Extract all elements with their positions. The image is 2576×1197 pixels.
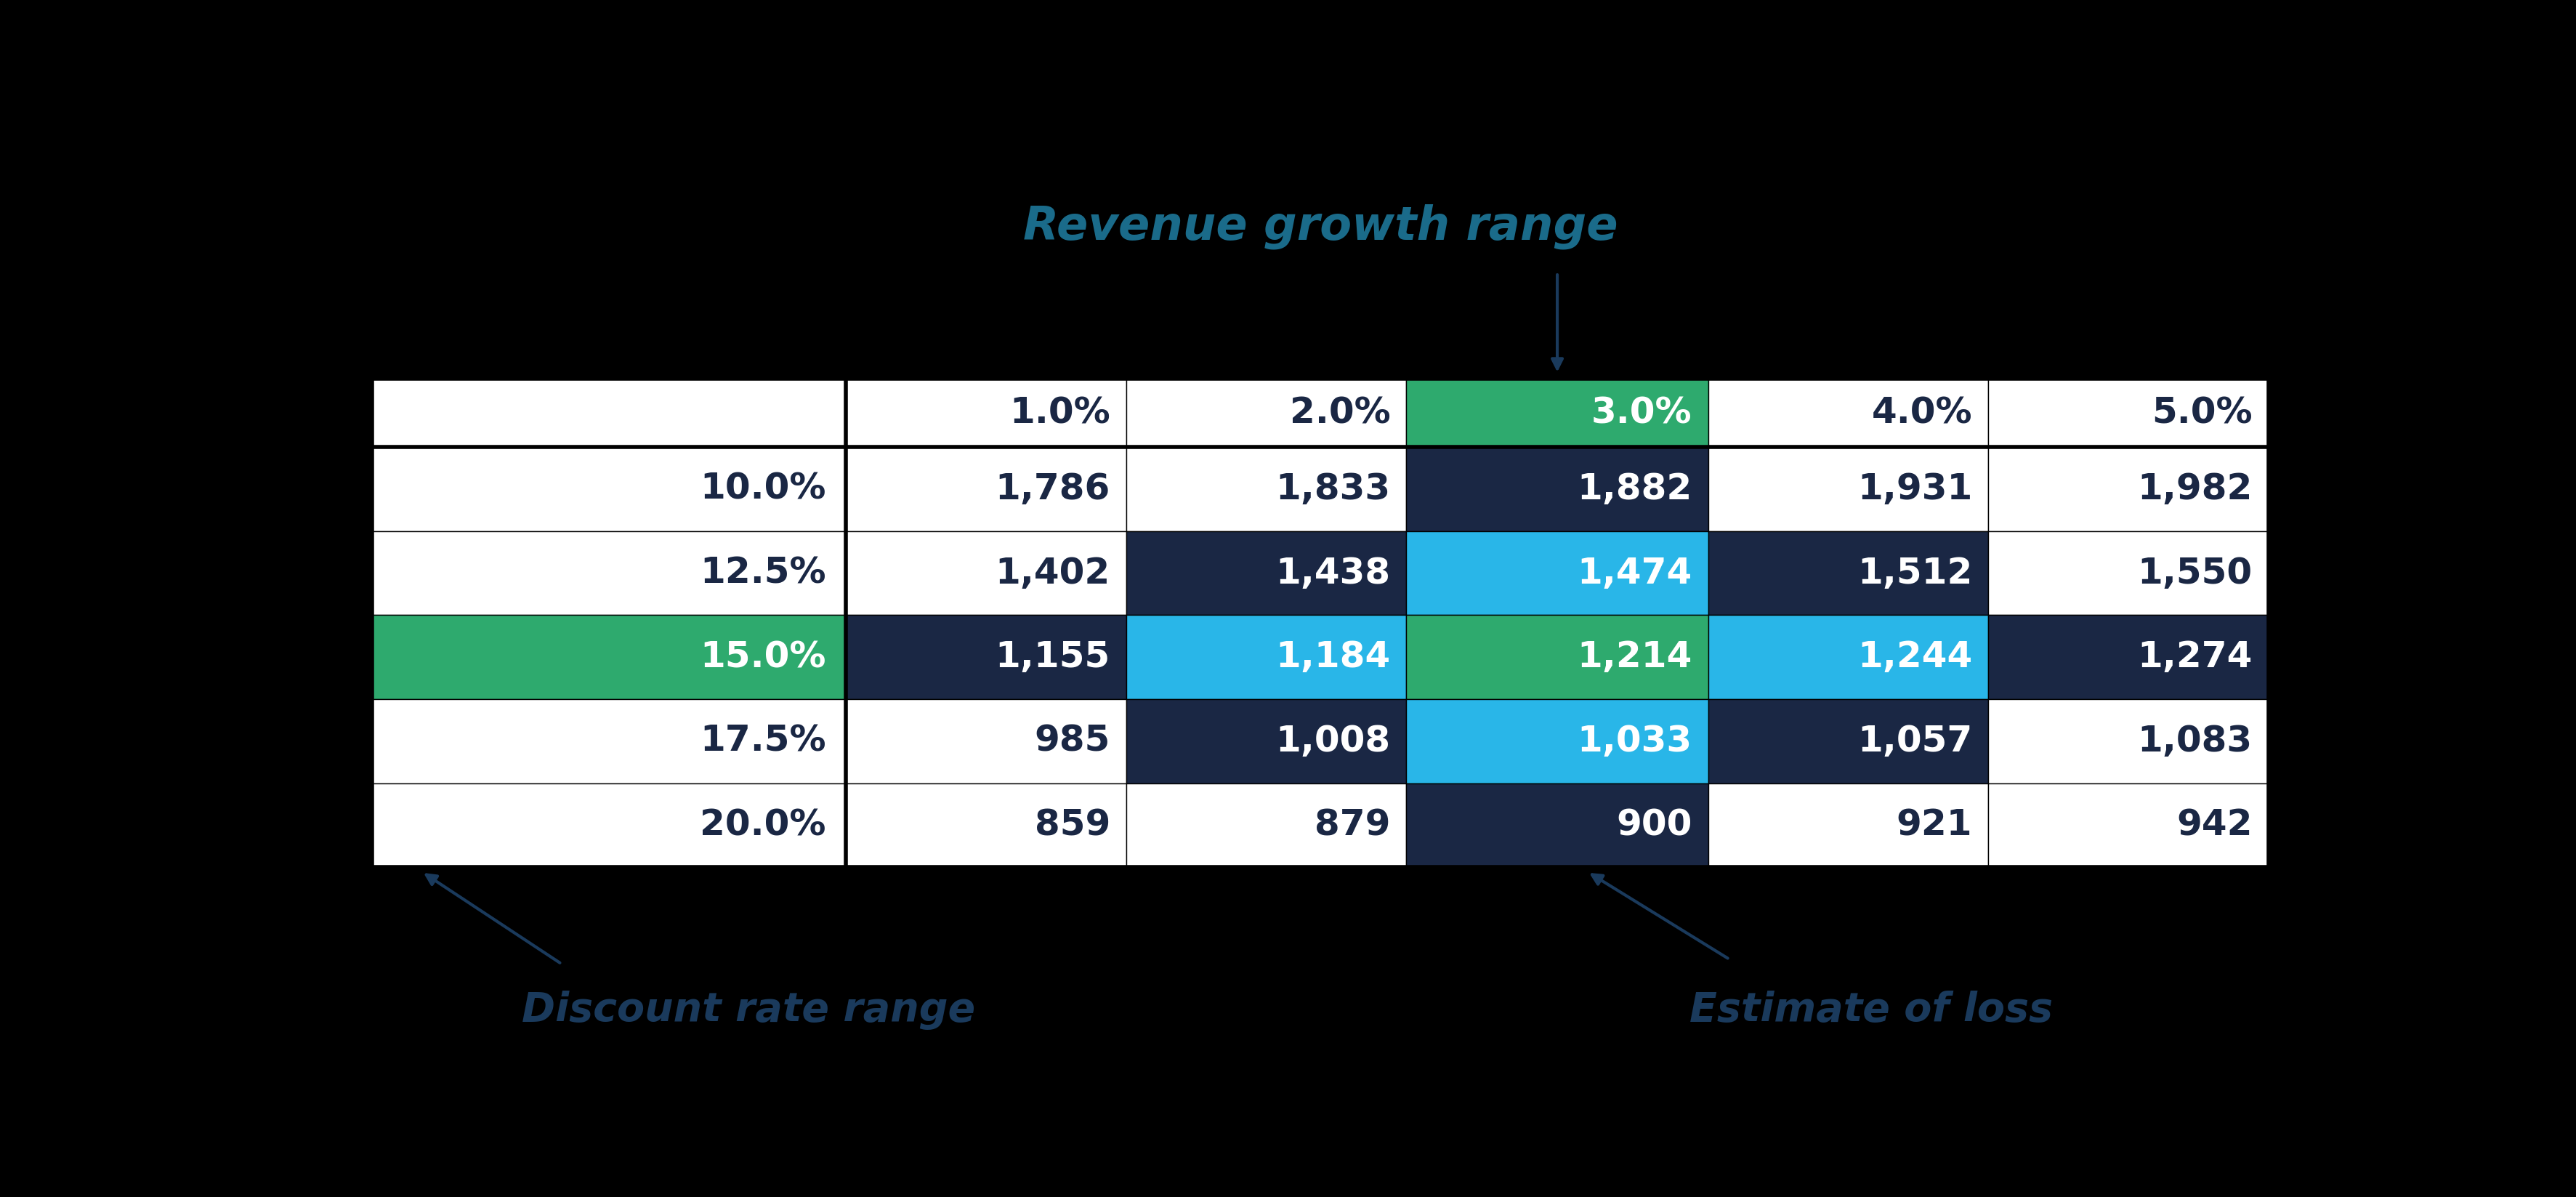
- Text: 1,512: 1,512: [1857, 555, 1973, 590]
- Bar: [845, 531, 1126, 615]
- Text: 1,083: 1,083: [2138, 724, 2251, 759]
- Text: 921: 921: [1896, 808, 1973, 843]
- Bar: [1126, 783, 1406, 867]
- Bar: [1708, 378, 1989, 446]
- Bar: [371, 783, 845, 867]
- Bar: [371, 378, 845, 446]
- Bar: [845, 378, 1126, 446]
- Text: 1,057: 1,057: [1857, 724, 1973, 759]
- Text: 879: 879: [1314, 808, 1391, 843]
- Text: 3.0%: 3.0%: [1592, 395, 1692, 430]
- Bar: [1708, 446, 1989, 531]
- Text: 4.0%: 4.0%: [1873, 395, 1973, 430]
- Bar: [1126, 446, 1406, 531]
- Text: 5.0%: 5.0%: [2151, 395, 2251, 430]
- Text: 1,833: 1,833: [1275, 472, 1391, 506]
- Text: 1,550: 1,550: [2138, 555, 2251, 590]
- Bar: [371, 699, 845, 783]
- Text: 1,402: 1,402: [994, 555, 1110, 590]
- Text: 1,786: 1,786: [994, 472, 1110, 506]
- Bar: [845, 615, 1126, 699]
- Bar: [1406, 446, 1708, 531]
- Bar: [1406, 615, 1708, 699]
- Bar: [1406, 378, 1708, 446]
- Bar: [1406, 783, 1708, 867]
- Text: 1,882: 1,882: [1577, 472, 1692, 506]
- Text: 15.0%: 15.0%: [701, 639, 827, 675]
- Bar: [845, 699, 1126, 783]
- Text: 900: 900: [1615, 808, 1692, 843]
- Bar: [371, 615, 845, 699]
- Bar: [1989, 615, 2269, 699]
- Text: 10.0%: 10.0%: [701, 472, 827, 506]
- Text: 1.0%: 1.0%: [1010, 395, 1110, 430]
- Bar: [1126, 615, 1406, 699]
- Bar: [1406, 699, 1708, 783]
- Text: Discount rate range: Discount rate range: [523, 990, 976, 1029]
- Text: 859: 859: [1036, 808, 1110, 843]
- Text: 1,214: 1,214: [1577, 639, 1692, 675]
- Text: 942: 942: [2177, 808, 2251, 843]
- Text: 1,244: 1,244: [1857, 639, 1973, 675]
- Bar: [1989, 446, 2269, 531]
- Bar: [1989, 378, 2269, 446]
- Text: 17.5%: 17.5%: [701, 724, 827, 759]
- Bar: [1708, 531, 1989, 615]
- Bar: [1989, 699, 2269, 783]
- Text: 20.0%: 20.0%: [701, 808, 827, 843]
- Text: 1,438: 1,438: [1275, 555, 1391, 590]
- Text: 1,274: 1,274: [2138, 639, 2251, 675]
- Bar: [1989, 531, 2269, 615]
- Bar: [1406, 531, 1708, 615]
- Bar: [371, 531, 845, 615]
- Text: 1,033: 1,033: [1577, 724, 1692, 759]
- Text: 1,008: 1,008: [1275, 724, 1391, 759]
- Bar: [1126, 378, 1406, 446]
- Bar: [1708, 783, 1989, 867]
- Text: 12.5%: 12.5%: [701, 555, 827, 590]
- Bar: [845, 783, 1126, 867]
- Text: 1,474: 1,474: [1577, 555, 1692, 590]
- Bar: [1708, 699, 1989, 783]
- Bar: [371, 378, 2269, 867]
- Bar: [371, 446, 845, 531]
- Bar: [1989, 783, 2269, 867]
- Bar: [1126, 699, 1406, 783]
- Bar: [1708, 615, 1989, 699]
- Text: 1,184: 1,184: [1275, 639, 1391, 675]
- Text: Estimate of loss: Estimate of loss: [1690, 990, 2053, 1029]
- Text: 1,931: 1,931: [1857, 472, 1973, 506]
- Text: 2.0%: 2.0%: [1291, 395, 1391, 430]
- Text: 985: 985: [1036, 724, 1110, 759]
- Text: Revenue growth range: Revenue growth range: [1023, 203, 1618, 249]
- Text: 1,155: 1,155: [994, 639, 1110, 675]
- Text: 1,982: 1,982: [2138, 472, 2251, 506]
- Bar: [1126, 531, 1406, 615]
- Bar: [845, 446, 1126, 531]
